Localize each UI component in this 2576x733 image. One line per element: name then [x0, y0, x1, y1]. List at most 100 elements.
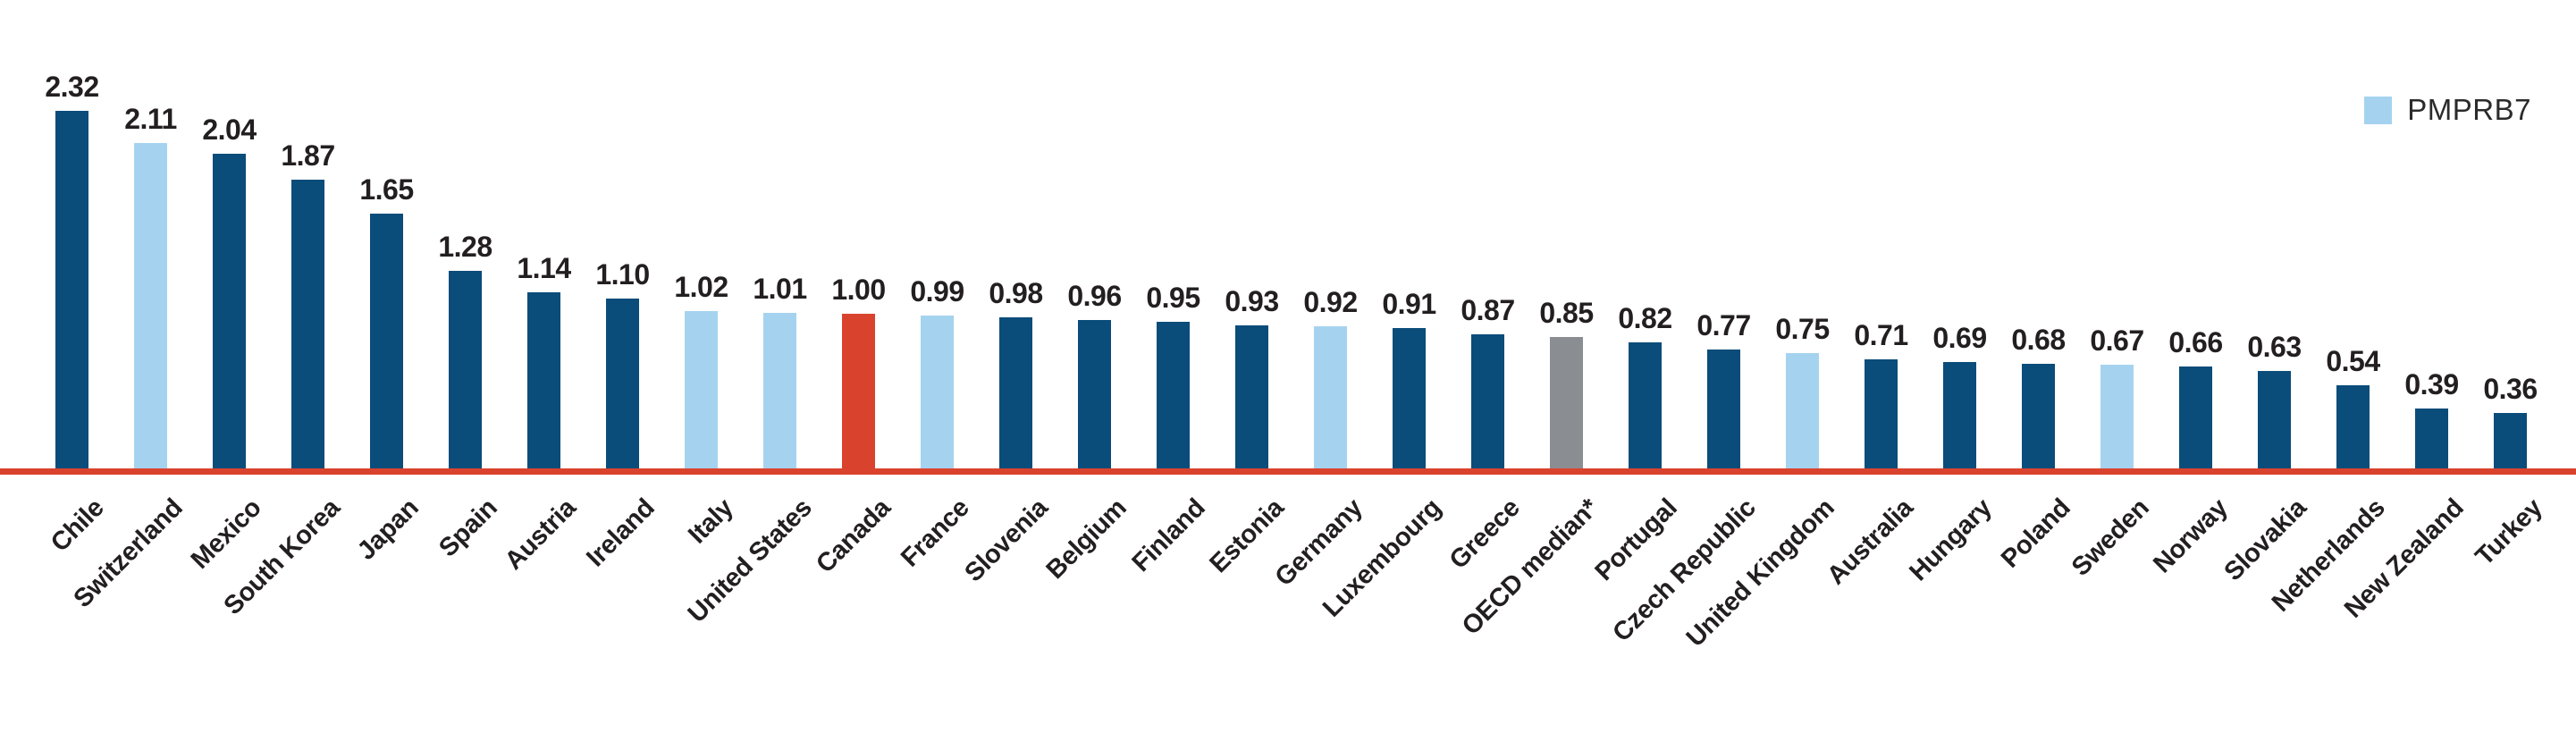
- value-label: 1.14: [517, 252, 571, 284]
- value-label: 0.95: [1146, 282, 1200, 314]
- value-label: 1.02: [674, 271, 728, 303]
- bar-group: 1.00 Canada: [811, 0, 896, 733]
- bar-group: 0.68 Poland: [1996, 0, 2076, 733]
- bar-group: 1.65 Japan: [352, 0, 425, 733]
- bar-group: 0.92 Germany: [1270, 0, 1368, 733]
- bar-group: 0.66 Norway: [2148, 0, 2233, 733]
- value-label: 0.93: [1225, 285, 1279, 317]
- bar: [527, 292, 560, 468]
- bar: [2336, 385, 2370, 468]
- bar: [1235, 325, 1268, 468]
- value-label: 1.00: [831, 274, 886, 306]
- bar-group: 0.54 Netherlands: [2267, 0, 2391, 733]
- bar: [1707, 350, 1740, 468]
- bar: [1943, 362, 1976, 468]
- bar: [1314, 326, 1347, 468]
- bar: [921, 316, 954, 468]
- bar: [1157, 322, 1190, 468]
- bar-group: 2.32 Chile: [45, 0, 109, 733]
- value-label: 0.82: [1618, 302, 1672, 334]
- bar: [2100, 365, 2134, 468]
- bar: [370, 214, 403, 468]
- bar-group: 1.02 Italy: [674, 0, 738, 733]
- value-label: 1.01: [753, 273, 807, 305]
- bar: [55, 111, 88, 468]
- bar-group: 1.87 South Korea: [218, 0, 345, 733]
- bar-group: 0.39 New Zealand: [2339, 0, 2470, 733]
- bar: [134, 143, 167, 468]
- value-label: 0.36: [2483, 373, 2538, 405]
- bar: [606, 299, 639, 468]
- value-label: 0.91: [1382, 288, 1436, 320]
- value-label: 1.87: [281, 139, 335, 172]
- bar: [1550, 337, 1583, 468]
- value-label: 0.77: [1696, 309, 1751, 341]
- value-label: 0.39: [2404, 368, 2459, 400]
- bar: [213, 154, 246, 468]
- bar-group: 0.96 Belgium: [1041, 0, 1132, 733]
- bar-group: 1.14 Austria: [500, 0, 582, 733]
- value-label: 0.67: [2090, 324, 2144, 357]
- bar-group: 0.87 Greece: [1444, 0, 1526, 733]
- bar: [1786, 353, 1819, 468]
- value-label: 1.28: [438, 231, 492, 263]
- bar: [2258, 371, 2291, 468]
- bar: [842, 314, 875, 468]
- bar-group: 1.01 United States: [683, 0, 818, 733]
- value-label: 1.10: [595, 258, 650, 291]
- bar-group: 0.82 Portugal: [1590, 0, 1683, 733]
- legend-label-pmprb7: PMPRB7: [2407, 93, 2531, 126]
- bar-group: 0.85 OECD median*: [1457, 0, 1604, 733]
- bar-group: 2.11 Switzerland: [68, 0, 188, 733]
- value-label: 0.87: [1461, 294, 1515, 326]
- bar: [1629, 342, 1662, 468]
- bar-group: 0.69 Hungary: [1904, 0, 1997, 733]
- category-label: Turkey: [2470, 493, 2548, 572]
- bar-group: 0.63 Slovakia: [2218, 0, 2311, 733]
- bar-group: 0.77 Czech Republic: [1607, 0, 1761, 733]
- bar: [2022, 364, 2055, 468]
- bar-group: 0.75 United Kingdom: [1681, 0, 1840, 733]
- value-label: 0.99: [910, 275, 964, 308]
- bar-group: 0.67 Sweden: [2067, 0, 2155, 733]
- bar-group: 0.36 Turkey: [2471, 0, 2548, 733]
- bar: [685, 311, 718, 468]
- bar: [1393, 328, 1426, 468]
- value-label: 0.96: [1067, 280, 1122, 312]
- value-label: 1.65: [359, 173, 414, 206]
- bar-group: 1.28 Spain: [434, 0, 502, 733]
- value-label: 0.69: [1932, 322, 1987, 354]
- value-label: 2.11: [124, 103, 177, 135]
- bar-group: 2.04 Mexico: [186, 0, 267, 733]
- value-label: 0.66: [2168, 326, 2223, 358]
- x-axis-baseline: [0, 468, 2576, 475]
- bar: [1865, 359, 1898, 468]
- bar: [449, 271, 482, 468]
- bar: [2494, 413, 2527, 468]
- value-label: 0.54: [2326, 345, 2380, 377]
- bar-group: 0.99 France: [896, 0, 975, 733]
- legend: PMPRB7: [2364, 93, 2531, 127]
- bar: [2179, 366, 2212, 468]
- bar: [999, 317, 1032, 468]
- bar-group: 0.71 Australia: [1822, 0, 1918, 733]
- bar-group: 0.95 Finland: [1127, 0, 1211, 733]
- bar: [1471, 334, 1504, 468]
- value-label: 0.85: [1539, 297, 1594, 329]
- bar-group: 0.98 Slovenia: [959, 0, 1053, 733]
- value-label: 2.04: [202, 114, 257, 146]
- value-label: 0.98: [989, 277, 1043, 309]
- value-label: 2.32: [45, 71, 99, 103]
- value-label: 0.92: [1303, 286, 1358, 318]
- bar-group: 0.93 Estonia: [1204, 0, 1289, 733]
- value-label: 0.75: [1775, 313, 1830, 345]
- value-label: 0.71: [1854, 319, 1908, 351]
- bar: [2415, 409, 2448, 468]
- legend-swatch-pmprb7: [2364, 96, 2393, 124]
- bar: [291, 180, 324, 468]
- value-label: 0.63: [2247, 331, 2302, 363]
- bar: [763, 313, 796, 468]
- value-label: 0.68: [2011, 324, 2066, 356]
